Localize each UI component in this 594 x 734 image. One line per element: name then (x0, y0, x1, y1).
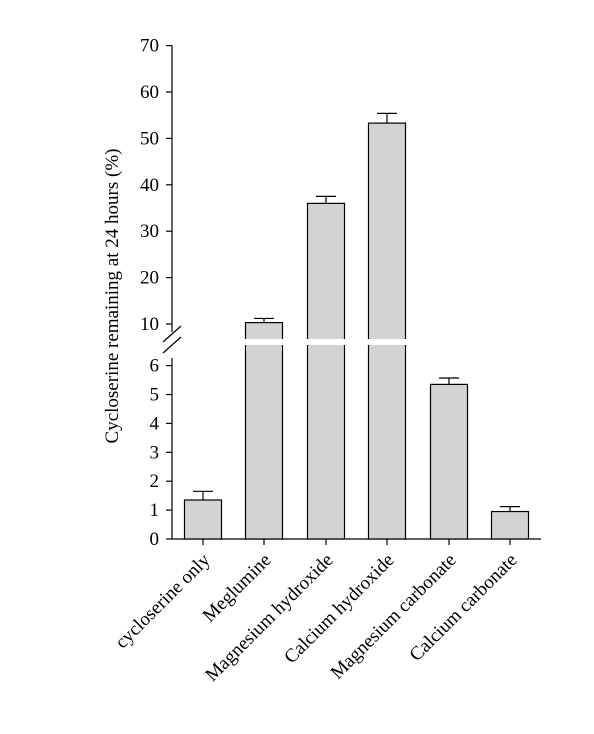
bar (183, 499, 223, 540)
y-axis-title: Cycloserine remaining at 24 hours (%) (102, 149, 123, 444)
y-tick-label: 4 (150, 413, 160, 434)
y-tick-label: 40 (140, 175, 159, 196)
bar-break-gap (305, 339, 347, 345)
bar-break-gap (243, 339, 285, 345)
chart-axes (162, 45, 541, 540)
axis-break-mark-lower (162, 336, 182, 354)
bar (244, 322, 284, 540)
y-tick-label: 5 (150, 385, 160, 406)
chart-bars (183, 112, 530, 540)
bar (306, 202, 346, 540)
x-tick-label: Calcium hydroxide (280, 550, 398, 668)
x-tick-label: Calcium carbonate (406, 550, 522, 666)
x-tick-label: cycloserine only (111, 549, 215, 653)
axis-break-mark-upper (162, 325, 182, 343)
y-tick-label: 1 (150, 500, 160, 521)
y-tick-label: 20 (140, 268, 159, 289)
y-tick-label: 30 (140, 221, 159, 242)
y-tick-label: 50 (140, 128, 159, 149)
bar (490, 510, 530, 540)
y-tick-label: 3 (150, 442, 160, 463)
y-tick-label: 0 (150, 529, 160, 550)
y-tick-label: 6 (150, 356, 160, 377)
y-tick-label: 2 (150, 471, 160, 492)
y-tick-label: 60 (140, 82, 159, 103)
bar (367, 122, 407, 540)
y-tick-label: 10 (140, 314, 159, 335)
y-tick-label: 70 (140, 36, 159, 57)
bar-break-gap (366, 339, 408, 345)
bar (429, 383, 469, 540)
